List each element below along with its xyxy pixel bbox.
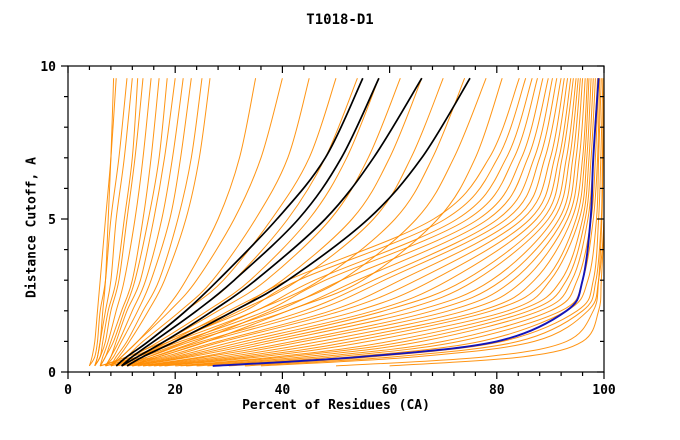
series-orange-6 (99, 78, 152, 367)
series-orange-13 (110, 78, 211, 367)
series-orange-11 (105, 78, 192, 367)
series-orange-5 (94, 78, 144, 367)
series-orange-40 (153, 78, 588, 367)
tick-labels-group: 0 20 40 60 80 100 0 5 10 (40, 60, 616, 398)
x-tick-label: 60 (382, 383, 398, 398)
series-orange-8 (99, 78, 168, 367)
chart-title: T1018-D1 (306, 12, 374, 28)
series-orange-56 (105, 78, 533, 367)
curves-group (88, 77, 604, 367)
series-orange-33 (207, 78, 601, 367)
series-orange-12 (110, 78, 203, 367)
series-orange-39 (159, 78, 590, 367)
series-orange-53 (110, 78, 549, 367)
series-orange-34 (196, 78, 600, 367)
series-orange-51 (116, 78, 558, 367)
ticks-group (61, 65, 605, 379)
series-orange-38 (164, 78, 592, 367)
series-orange-27 (389, 78, 604, 367)
series-orange-10 (105, 78, 184, 367)
x-tick-label: 40 (275, 383, 291, 398)
series-orange-29 (260, 78, 604, 367)
y-tick-label: 0 (48, 366, 56, 381)
series-orange-42 (142, 78, 584, 367)
series-orange-43 (142, 78, 581, 367)
series-orange-57 (100, 78, 527, 367)
series-blue-model (212, 78, 600, 367)
series-orange-14 (94, 78, 115, 367)
series-orange-16 (110, 78, 283, 367)
series-black-1 (115, 77, 364, 367)
y-tick-label: 5 (48, 213, 56, 228)
series-black-3 (121, 77, 423, 367)
series-orange-47 (126, 78, 572, 367)
series-orange-44 (137, 78, 579, 367)
series-orange-45 (132, 78, 577, 367)
y-tick-label: 10 (40, 60, 56, 75)
series-orange-30 (244, 78, 604, 367)
x-axis-label: Percent of Residues (CA) (242, 398, 430, 413)
series-orange-28 (335, 78, 604, 367)
series-orange-54 (110, 78, 544, 367)
series-orange-50 (121, 78, 562, 367)
series-orange-26 (132, 78, 503, 367)
series-orange-41 (148, 78, 586, 367)
series-orange-2 (88, 78, 128, 367)
series-orange-49 (121, 78, 565, 367)
x-tick-label: 80 (489, 383, 505, 398)
series-orange-37 (175, 78, 594, 367)
series-black-4 (126, 77, 471, 367)
x-tick-label: 100 (592, 383, 616, 398)
series-orange-48 (126, 78, 569, 367)
x-tick-label: 0 (64, 383, 72, 398)
y-axis-label: Distance Cutoff, A (24, 157, 40, 298)
x-tick-label: 20 (167, 383, 183, 398)
series-orange-52 (116, 78, 553, 367)
series-orange-46 (132, 78, 574, 367)
series-orange-36 (180, 78, 596, 367)
series-black-2 (121, 77, 380, 367)
